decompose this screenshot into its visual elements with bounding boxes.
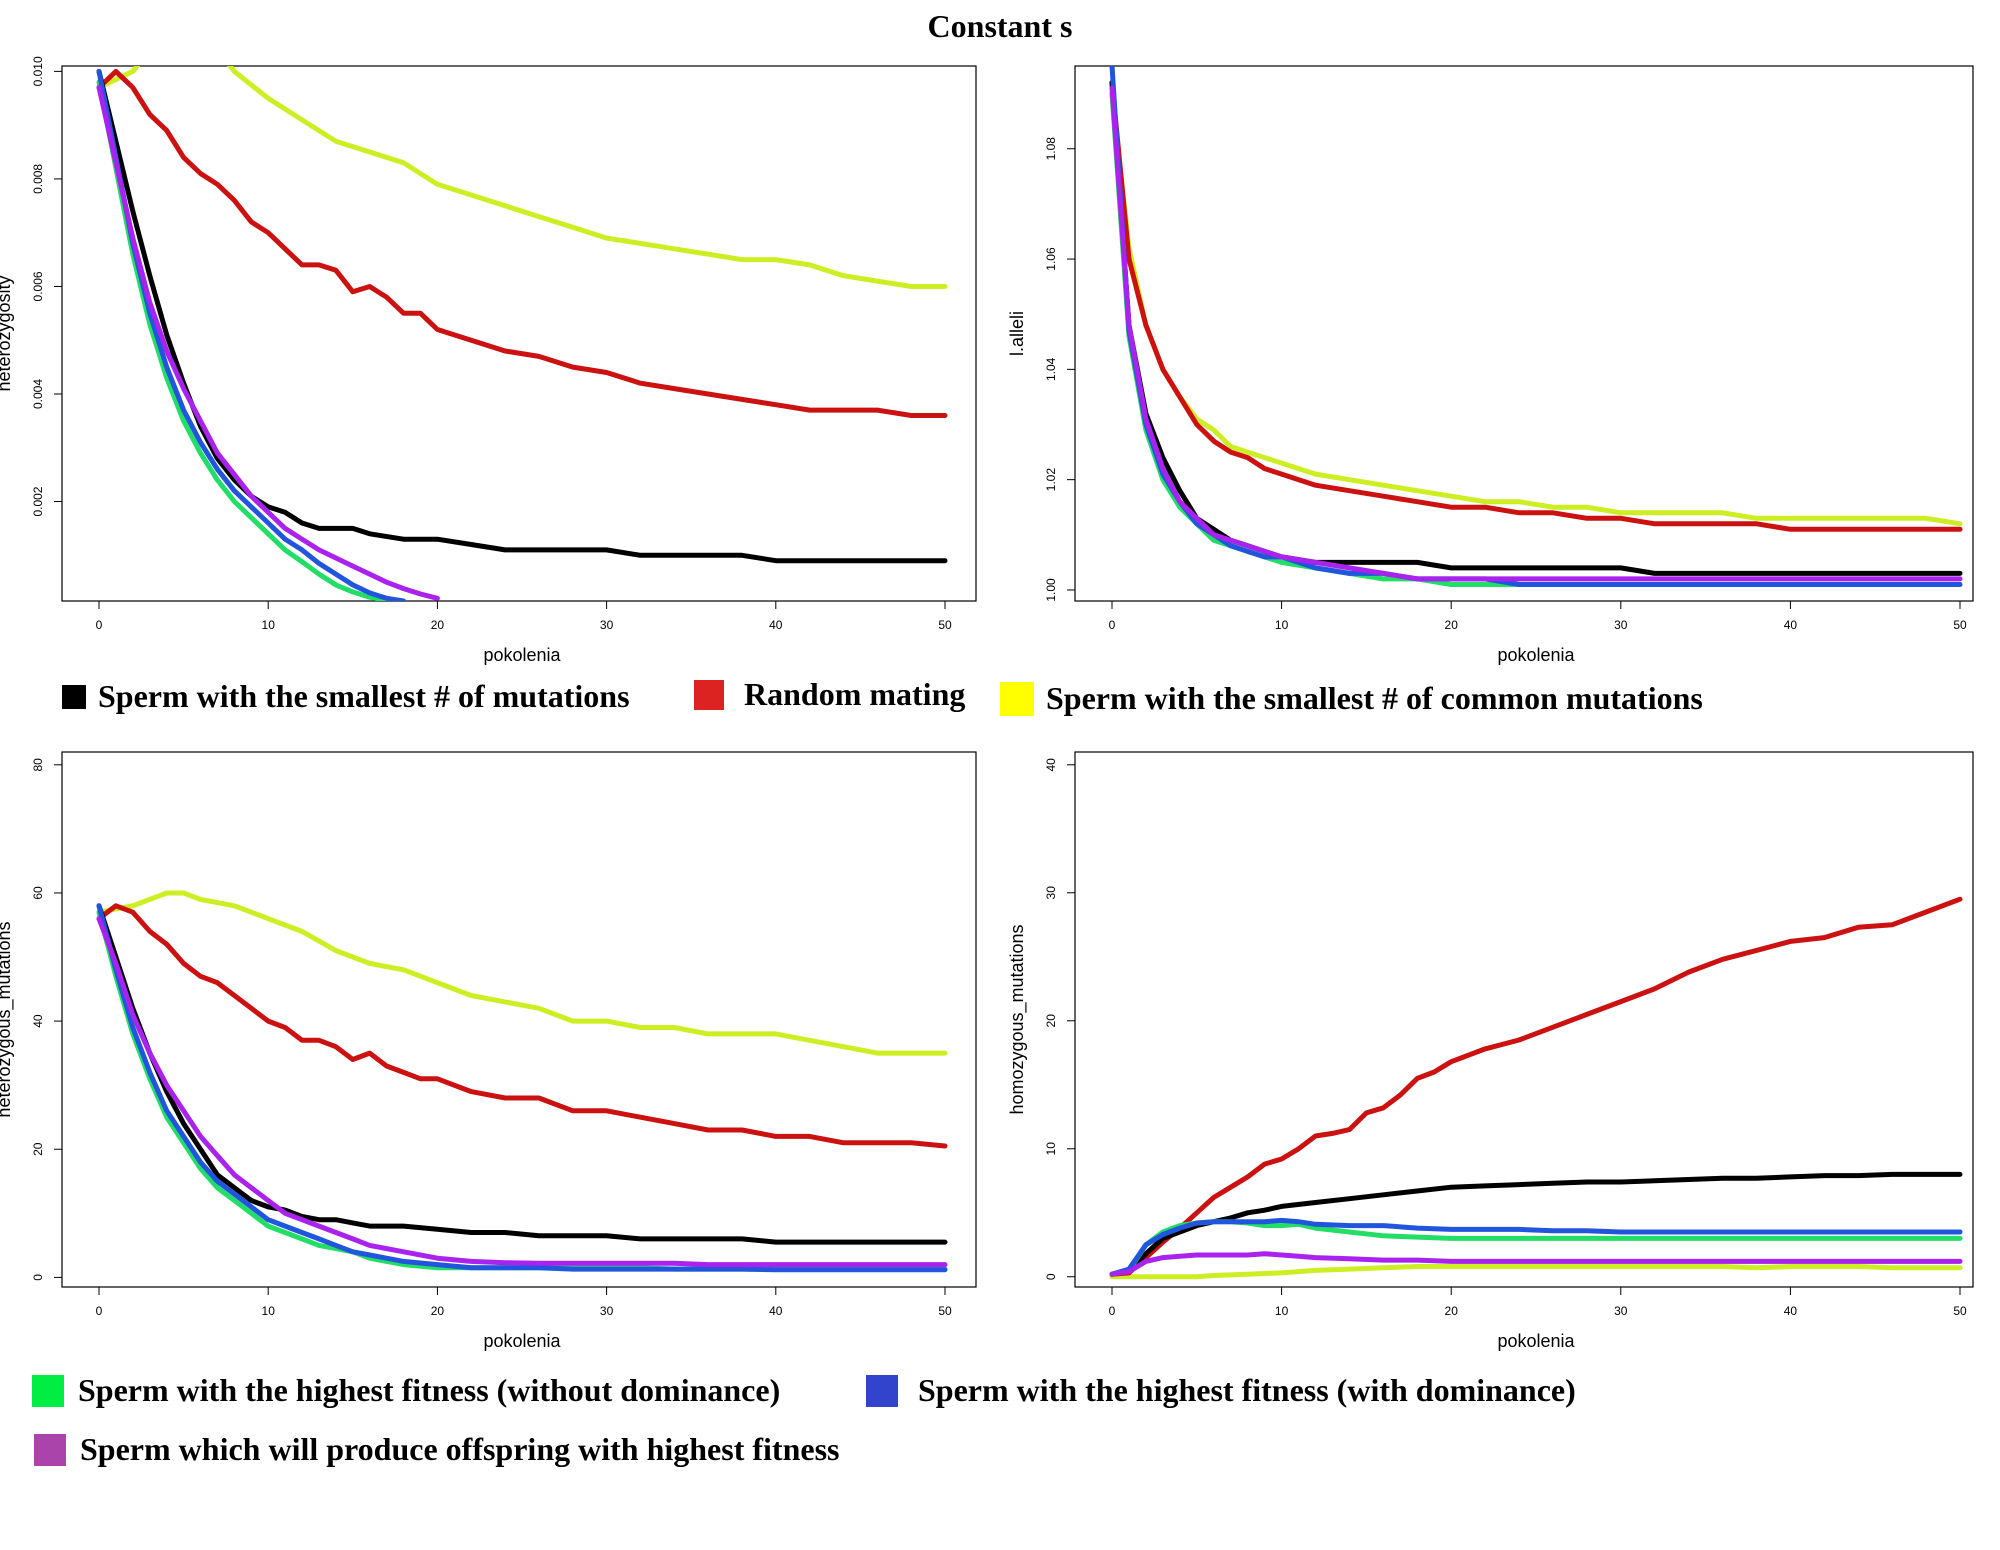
x-tick-label: 10	[1275, 1304, 1289, 1318]
y-tick-label: 1.04	[1044, 357, 1058, 381]
legend-swatch	[694, 679, 724, 710]
legend-item-random-mating: Random mating	[694, 676, 965, 713]
series-line-fitness-dom	[96, 68, 407, 601]
plot-frame	[1074, 65, 1974, 602]
series-line-fitness-dom	[96, 903, 948, 1273]
series-line-fitness-no-dom	[96, 79, 406, 601]
legend-swatch	[866, 1374, 898, 1407]
x-tick-label: 30	[600, 1304, 614, 1318]
y-tick-label: 0	[1044, 1273, 1058, 1280]
y-tick-label: 0.010	[31, 56, 45, 86]
y-tick-label: 0.006	[31, 271, 45, 301]
y-axis-label: heterozygous_mutations	[0, 921, 15, 1117]
y-tick-label: 60	[31, 886, 45, 900]
legend-label: Random mating	[744, 676, 966, 712]
x-tick-label: 50	[938, 1304, 952, 1318]
y-tick-label: 40	[1044, 758, 1058, 772]
y-tick-label: 20	[1044, 1014, 1058, 1028]
homozygous-mutations-chart: 0 10 20 30 40 50 pokolenia 0 10 20 30 40 homozygous_…	[1007, 751, 1974, 1351]
x-axis-label: pokolenia	[483, 645, 561, 665]
series-line-smallest-common	[1109, 1264, 1963, 1280]
x-tick-label: 0	[96, 1304, 103, 1318]
series-line-random-mating	[96, 68, 948, 418]
x-tick-label: 0	[1109, 1304, 1116, 1318]
series-line-smallest-mutations	[96, 903, 948, 1245]
x-tick-label: 20	[1445, 1304, 1459, 1318]
legend-swatch	[1000, 681, 1034, 716]
x-tick-label: 20	[431, 618, 445, 632]
x-tick-label: 20	[431, 1304, 445, 1318]
y-tick-label: 20	[31, 1142, 45, 1156]
heterozygosity-chart: 0 10 20 30 40 50 pokolenia 0.002 0.004 0.006 0.008…	[0, 56, 977, 665]
legend-item-smallest-mutations: Sperm with the smallest # of mutations	[62, 678, 630, 715]
legend-label: Sperm which will produce offspring with …	[80, 1431, 840, 1467]
y-axis-label: l.alleli	[1007, 311, 1027, 356]
x-tick-label: 0	[96, 618, 103, 632]
legend-swatch	[62, 684, 86, 709]
series-line-smallest-common	[96, 890, 948, 1056]
series-line-offspring-fitness	[96, 916, 948, 1268]
y-tick-label: 1.06	[1044, 247, 1058, 271]
series-line-fitness-no-dom	[96, 909, 948, 1272]
legend-swatch	[32, 1374, 64, 1407]
legend-item-fitness-dominance: Sperm with the highest fitness (with dom…	[866, 1372, 1576, 1409]
series-line-smallest-mutations	[1109, 80, 1963, 576]
y-tick-label: 1.08	[1044, 137, 1058, 161]
legend-swatch	[34, 1433, 66, 1466]
y-axis-label: heterozygosity	[0, 275, 14, 391]
series-line-random-mating	[1109, 80, 1963, 532]
heterozygous-mutations-chart: 0 10 20 30 40 50 pokolenia 0 20 40 60 80 heterozygou…	[0, 751, 977, 1351]
legend-item-fitness-no-dominance: Sperm with the highest fitness (without …	[32, 1372, 780, 1409]
x-tick-label: 40	[1784, 1304, 1798, 1318]
series-line-offspring-fitness	[96, 85, 440, 601]
x-tick-label: 0	[1109, 618, 1116, 632]
x-tick-label: 30	[1614, 618, 1628, 632]
x-tick-label: 50	[1953, 1304, 1967, 1318]
x-tick-label: 10	[1275, 618, 1289, 632]
x-tick-label: 50	[1953, 618, 1967, 632]
y-tick-label: 0	[31, 1274, 45, 1281]
y-tick-label: 1.00	[1044, 578, 1058, 602]
series-line-fitness-dom	[1109, 1217, 1963, 1277]
series-line-offspring-fitness	[1109, 85, 1963, 582]
legend-label: Sperm with the highest fitness (without …	[78, 1372, 781, 1408]
series-line-smallest-common	[1109, 91, 1963, 527]
y-tick-label: 80	[31, 758, 45, 772]
x-tick-label: 20	[1445, 618, 1459, 632]
legend-item-offspring-fitness: Sperm which will produce offspring with …	[34, 1431, 839, 1468]
legend-label: Sperm with the smallest # of common muta…	[1046, 680, 1703, 716]
plot-frame	[61, 751, 977, 1288]
x-axis-label: pokolenia	[1497, 1331, 1575, 1351]
y-tick-label: 40	[31, 1014, 45, 1028]
x-tick-label: 30	[1614, 1304, 1628, 1318]
plot-frame	[61, 65, 977, 602]
series-line-smallest-common	[96, 66, 948, 289]
figure-title: Constant s	[927, 8, 1073, 44]
y-tick-label: 0.004	[31, 379, 45, 409]
legend-label: Sperm with the highest fitness (with dom…	[918, 1372, 1576, 1408]
x-tick-label: 30	[600, 618, 614, 632]
y-tick-label: 0.008	[31, 164, 45, 194]
x-tick-label: 50	[938, 618, 952, 632]
legend-label: Sperm with the smallest # of mutations	[98, 678, 630, 714]
y-tick-label: 10	[1044, 1142, 1058, 1156]
series-line-random-mating	[96, 903, 948, 1149]
x-tick-label: 40	[769, 1304, 783, 1318]
x-axis-label: pokolenia	[1497, 645, 1575, 665]
x-tick-label: 10	[262, 1304, 276, 1318]
series-line-offspring-fitness	[1109, 1251, 1963, 1277]
series-line-random-mating	[1109, 896, 1963, 1277]
x-tick-label: 40	[769, 618, 783, 632]
x-tick-label: 40	[1784, 618, 1798, 632]
y-tick-label: 30	[1044, 886, 1058, 900]
y-tick-label: 1.02	[1044, 468, 1058, 492]
y-tick-label: 0.002	[31, 486, 45, 516]
x-tick-label: 10	[262, 618, 276, 632]
plot-frame	[1074, 751, 1974, 1288]
x-axis-label: pokolenia	[483, 1331, 561, 1351]
y-axis-label: homozygous_mutations	[1007, 924, 1028, 1114]
legend-item-smallest-common: Sperm with the smallest # of common muta…	[1000, 680, 1703, 717]
alleles-chart: 0 10 20 30 40 50 pokolenia 1.00 1.02 1.04 1.06 1.08…	[1007, 65, 1974, 665]
